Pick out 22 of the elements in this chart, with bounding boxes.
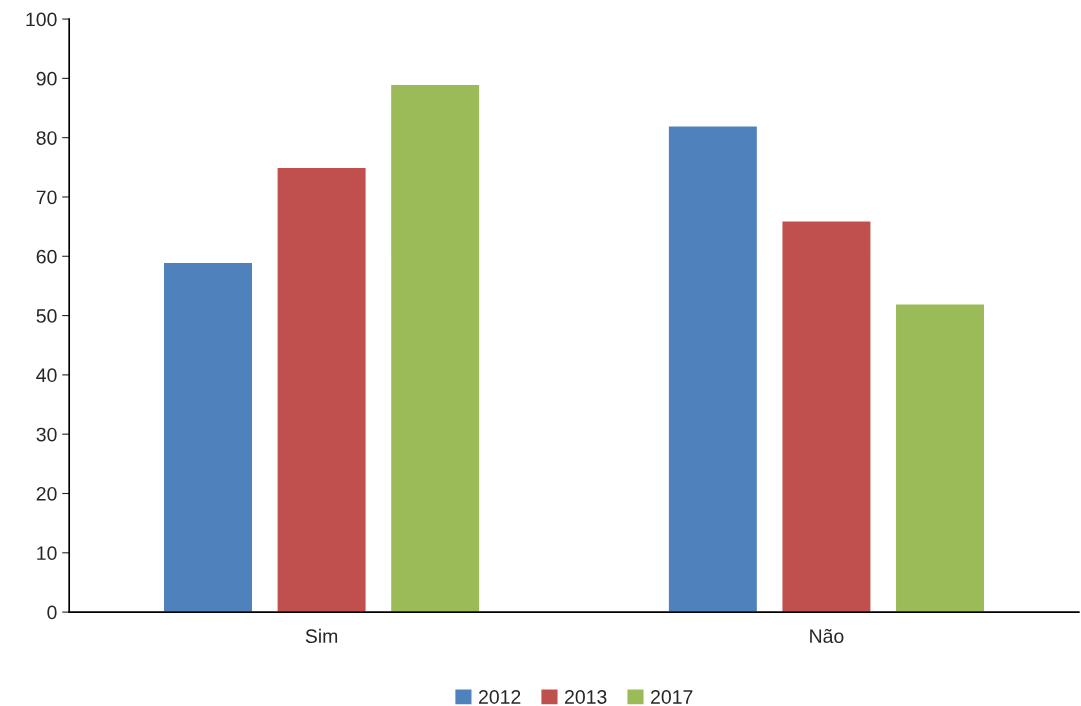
legend-label: 2012 bbox=[479, 690, 521, 704]
bar bbox=[276, 166, 367, 613]
y-tick-label: 0 bbox=[47, 605, 57, 620]
y-tick-label: 90 bbox=[36, 71, 57, 86]
bar bbox=[781, 220, 872, 613]
x-tick-label: Sim bbox=[305, 628, 338, 644]
bar bbox=[389, 83, 481, 613]
y-tick-label: 30 bbox=[36, 427, 57, 442]
bar bbox=[894, 303, 986, 613]
y-tick-label: 60 bbox=[36, 249, 57, 264]
bar bbox=[162, 261, 254, 613]
y-tick-label: 80 bbox=[36, 131, 57, 145]
y-tick-label: 100 bbox=[26, 12, 57, 27]
legend-label: 2013 bbox=[565, 690, 607, 704]
x-tick-label: Não bbox=[810, 628, 844, 644]
bar bbox=[667, 125, 759, 613]
y-tick-label: 20 bbox=[36, 486, 57, 501]
y-tick-label: 40 bbox=[36, 368, 57, 383]
legend-label: 2017 bbox=[651, 690, 693, 704]
y-tick-label: 50 bbox=[36, 309, 57, 323]
y-tick-label: 10 bbox=[37, 546, 57, 561]
y-tick-label: 70 bbox=[36, 190, 57, 205]
